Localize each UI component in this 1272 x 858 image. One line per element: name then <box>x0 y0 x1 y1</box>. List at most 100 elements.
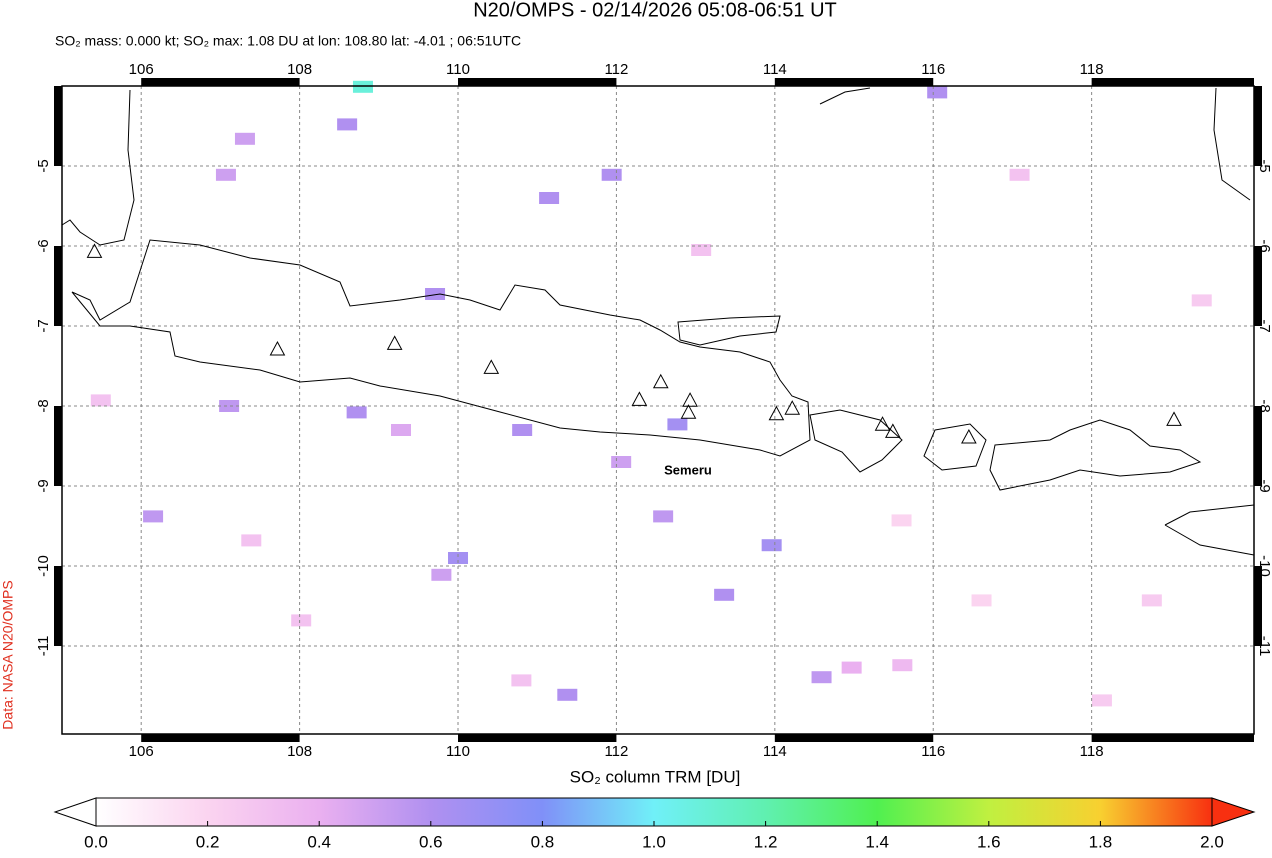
y-tick-label-left: -9 <box>35 479 52 492</box>
so2-pixel <box>234 132 255 145</box>
y-tick-label-left: -8 <box>35 399 52 412</box>
coastlines <box>61 87 1255 556</box>
colorbar-tick-label: 2.0 <box>1200 832 1224 851</box>
x-tick-label-top: 114 <box>763 61 787 78</box>
volcano <box>631 391 648 406</box>
so2-pixel <box>714 588 735 601</box>
so2-pixel <box>927 86 948 99</box>
so2-pixel <box>1091 694 1112 707</box>
frame-bar <box>458 734 617 742</box>
map-area <box>62 80 1254 734</box>
so2-pixel <box>667 418 688 431</box>
borneo <box>819 87 871 105</box>
frame-bar <box>774 734 934 742</box>
x-tick-label-top: 116 <box>921 61 945 78</box>
frame-bar <box>1254 86 1262 166</box>
colorbar-tick-label: 1.8 <box>1089 832 1113 851</box>
volcano-label: Semeru <box>664 462 712 477</box>
colorbar-over <box>1211 797 1256 827</box>
colorbar-tick-label: 0.6 <box>419 832 443 851</box>
so2-pixel <box>346 406 367 419</box>
so2-pixel <box>90 394 111 407</box>
so2-pixel <box>431 568 452 581</box>
volcano <box>884 423 901 438</box>
frame-bar <box>54 246 62 326</box>
so2-pixel <box>841 661 862 674</box>
colorbar-tick-label: 1.0 <box>642 832 666 851</box>
x-tick-label-top: 112 <box>604 61 628 78</box>
colorbar-tick-label: 0.0 <box>84 832 108 851</box>
so2-pixel <box>557 688 578 701</box>
subtitle: SO₂ mass: 0.000 kt; SO₂ max: 1.08 DU at … <box>55 33 521 49</box>
x-tick-label-top: 106 <box>129 61 154 78</box>
y-tick-label-left: -6 <box>35 239 52 252</box>
frame-bar <box>54 406 62 486</box>
credit: Data: NASA N20/OMPS <box>0 580 16 729</box>
y-tick-label-left: -5 <box>35 159 52 172</box>
sumba <box>1164 504 1255 556</box>
x-tick-label-bottom: 108 <box>287 743 312 760</box>
so2-pixel <box>653 510 674 523</box>
colorbar-tick-label: 1.4 <box>865 832 889 851</box>
bali <box>809 409 903 473</box>
so2-pixel <box>539 192 560 204</box>
y-tick-label-left: -7 <box>35 319 52 332</box>
volcano <box>386 335 403 350</box>
so2-pixel <box>971 594 992 607</box>
so2-pixel <box>219 400 240 412</box>
so2-pixel <box>1191 294 1212 307</box>
volcano <box>1166 411 1182 426</box>
colorbar-tick-label: 0.2 <box>196 832 220 851</box>
volcano <box>768 405 785 421</box>
frame-bar <box>1254 406 1262 486</box>
frame-bar <box>54 86 62 166</box>
so2-pixel <box>611 456 632 468</box>
frame-bar <box>141 78 300 86</box>
so2-pixel <box>241 534 262 547</box>
so2-pixel <box>352 80 373 93</box>
x-tick-label-top: 110 <box>446 61 470 78</box>
frame-bar <box>1091 734 1254 742</box>
so2-pixel <box>891 514 912 527</box>
volcano <box>961 428 977 444</box>
so2-pixel <box>892 659 913 672</box>
madura <box>677 315 781 346</box>
volcano <box>680 404 697 419</box>
y-tick-label-left: -11 <box>35 636 52 657</box>
so2-pixel <box>1009 168 1030 181</box>
so2-pixel <box>448 552 469 564</box>
colorbar-tick-label: 1.2 <box>754 832 778 851</box>
y-tick-label-left: -10 <box>35 555 52 577</box>
x-tick-label-bottom: 106 <box>129 743 154 760</box>
x-tick-label-top: 108 <box>287 61 312 78</box>
so2-pixel <box>811 671 832 684</box>
frame-bar <box>1254 566 1262 646</box>
colorbar-tick-label: 1.6 <box>977 832 1001 851</box>
so2-pixel <box>291 614 312 627</box>
volcano <box>682 392 698 407</box>
so2-pixel <box>215 168 236 181</box>
so2-pixel <box>143 510 164 523</box>
so2-pixel <box>691 244 712 256</box>
so2-pixel <box>511 674 532 687</box>
volcano <box>483 359 500 374</box>
colorbar-tick-label: 0.8 <box>531 832 555 851</box>
so2-pixel <box>601 168 622 181</box>
volcano <box>784 400 801 415</box>
java <box>71 239 811 457</box>
frame-bar <box>54 566 62 646</box>
so2-pixel <box>761 539 782 552</box>
volcano <box>86 243 103 258</box>
colorbar-tick-label: 0.4 <box>307 832 331 851</box>
x-tick-label-bottom: 112 <box>604 743 628 760</box>
volcano <box>874 416 891 431</box>
frame-bar <box>141 734 300 742</box>
so2-pixel <box>337 118 358 131</box>
volcano <box>652 373 669 389</box>
map-background <box>62 86 1254 734</box>
x-tick-label-bottom: 116 <box>921 743 945 760</box>
title: N20/OMPS - 02/14/2026 05:08-06:51 UT <box>473 0 837 21</box>
borneo-east <box>1213 87 1251 201</box>
x-tick-label-top: 118 <box>1080 61 1104 78</box>
frame-bar <box>774 78 934 86</box>
